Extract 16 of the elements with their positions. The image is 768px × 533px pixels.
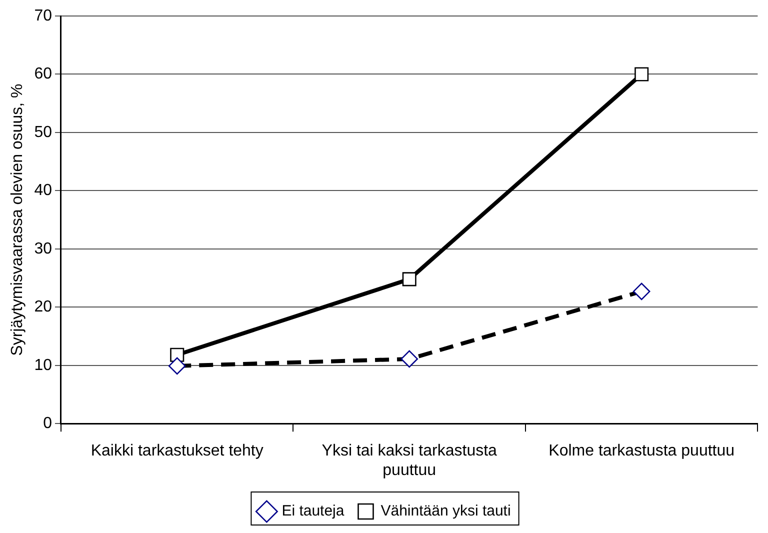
x-tick-label: Kolme tarkastusta puuttuu [548, 442, 735, 460]
y-axis-title: Syrjäytymisvaarassa olevien osuus, % [9, 84, 26, 356]
y-tick-label: 50 [34, 124, 52, 141]
y-tick-label: 0 [43, 415, 52, 432]
point [634, 67, 649, 82]
y-tick-label: 10 [34, 356, 52, 374]
y-tick-label: 20 [34, 298, 52, 316]
legend-label: Vähintään yksi tauti [380, 502, 511, 520]
point [402, 272, 416, 286]
legend-label: Ei tauteja [282, 502, 345, 520]
y-tick-label: 70 [34, 7, 52, 24]
x-tick-label: Yksi tai kaksi tarkastusta puuttuu [322, 442, 498, 479]
y-tick-label: 60 [34, 66, 52, 83]
y-tick-label: 40 [34, 182, 52, 200]
y-tick-label: 30 [34, 240, 52, 258]
x-tick-label: Kaikki tarkastukset tehty [90, 442, 264, 460]
